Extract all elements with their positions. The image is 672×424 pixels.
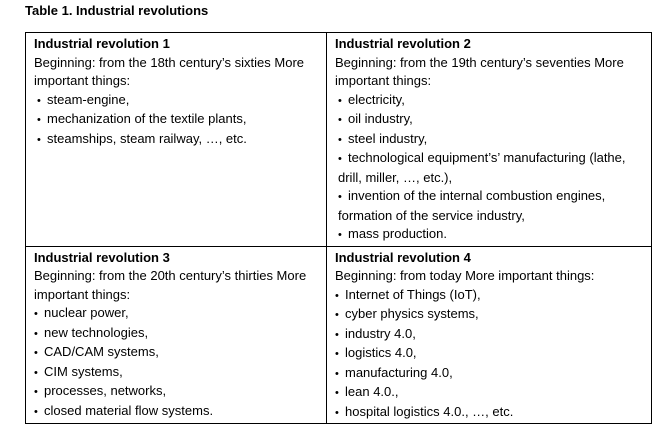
- cell-beginning-text: Beginning: from the 19th century’s seven…: [335, 54, 624, 89]
- bullet-icon: •: [338, 114, 342, 126]
- bullet-icon: •: [335, 387, 339, 399]
- cell-title: Industrial revolution 4: [335, 249, 471, 265]
- bullet-icon: •: [335, 348, 339, 360]
- list-item: • mass production.: [335, 225, 647, 245]
- bullet-icon: •: [34, 347, 38, 359]
- list-item-text: steamships, steam railway, …, etc.: [47, 130, 247, 146]
- table-cell-revolution-4: Industrial revolution 4 Beginning: from …: [326, 245, 652, 424]
- bullet-icon: •: [338, 229, 342, 241]
- list-item-text: oil industry,: [348, 111, 413, 126]
- list-item: • manufacturing 4.0,: [335, 364, 647, 384]
- bullet-icon: •: [335, 289, 339, 302]
- cell-beginning-text: Beginning: from today More important thi…: [335, 268, 595, 283]
- list-item-text: invention of the internal combustion eng…: [338, 188, 606, 223]
- bullet-icon: •: [34, 308, 38, 320]
- bullet-icon: •: [338, 191, 342, 203]
- list-item: • CIM systems,: [34, 363, 322, 383]
- table-row: Industrial revolution 3 Beginning: from …: [25, 245, 652, 424]
- industrial-revolutions-table: Industrial revolution 1 Beginning: from …: [25, 32, 652, 424]
- list-item: • steam-engine,: [34, 91, 322, 111]
- list-item: • steamships, steam railway, …, etc.: [34, 130, 322, 150]
- bullet-icon: •: [34, 386, 38, 398]
- list-item-text: CIM systems,: [44, 363, 123, 379]
- list-item-text: steam-engine,: [47, 91, 130, 107]
- list-item: • electricity,: [335, 91, 647, 111]
- bullet-icon: •: [338, 153, 342, 165]
- cell-title: Industrial revolution 2: [335, 36, 471, 51]
- bullet-icon: •: [37, 114, 41, 126]
- list-item: • closed material flow systems.: [34, 402, 322, 422]
- bullet-icon: •: [37, 133, 41, 146]
- cell-title: Industrial revolution 3: [34, 249, 170, 265]
- bullet-icon: •: [34, 366, 38, 379]
- list-item: • invention of the internal combustion en…: [335, 187, 647, 225]
- list-item-text: Internet of Things (IoT),: [345, 286, 481, 302]
- list-item: • processes, networks,: [34, 382, 322, 402]
- important-things-list: • electricity, • oil industry, • steel indu…: [335, 91, 647, 245]
- list-item-text: mechanization of the textile plants,: [47, 111, 247, 126]
- important-things-list: • nuclear power, • new technologies, • CAD/…: [34, 304, 322, 421]
- list-item-text: cyber physics systems,: [345, 306, 479, 321]
- list-item: • Internet of Things (IoT),: [335, 286, 647, 306]
- list-item: • steel industry,: [335, 130, 647, 150]
- list-item-text: electricity,: [348, 91, 405, 107]
- bullet-icon: •: [335, 309, 339, 321]
- cell-beginning-text: Beginning: from the 18th century’s sixti…: [34, 54, 305, 89]
- list-item-text: nuclear power,: [44, 305, 129, 320]
- list-item: • cyber physics systems,: [335, 305, 647, 325]
- bullet-icon: •: [335, 406, 339, 419]
- cell-beginning-text: Beginning: from the 20th century’s thirt…: [34, 268, 307, 302]
- list-item-text: hospital logistics 4.0., …, etc.: [345, 403, 514, 419]
- list-item-text: closed material flow systems.: [44, 402, 214, 418]
- list-item: • technological equipment’s’ manufacturin…: [335, 149, 647, 187]
- table-cell-revolution-2: Industrial revolution 2 Beginning: from …: [326, 32, 652, 247]
- list-item: • new technologies,: [34, 324, 322, 344]
- table-row: Industrial revolution 1 Beginning: from …: [25, 32, 652, 247]
- cell-title: Industrial revolution 1: [34, 36, 170, 51]
- list-item-text: manufacturing 4.0,: [345, 364, 453, 380]
- bullet-icon: •: [37, 94, 41, 107]
- bullet-icon: •: [34, 405, 38, 418]
- list-item: • logistics 4.0,: [335, 344, 647, 364]
- list-item-text: logistics 4.0,: [345, 345, 417, 360]
- list-item: • industry 4.0,: [335, 325, 647, 345]
- list-item-text: industry 4.0,: [345, 325, 416, 341]
- list-item-text: lean 4.0.,: [345, 384, 399, 399]
- list-item-text: processes, networks,: [44, 383, 167, 398]
- list-item: • hospital logistics 4.0., …, etc.: [335, 403, 647, 423]
- table-cell-revolution-3: Industrial revolution 3 Beginning: from …: [25, 245, 327, 424]
- list-item-text: steel industry,: [348, 130, 428, 146]
- important-things-list: • Internet of Things (IoT), • cyber physic…: [335, 286, 647, 423]
- list-item: • oil industry,: [335, 110, 647, 130]
- bullet-icon: •: [34, 327, 38, 340]
- list-item-text: mass production.: [348, 226, 447, 241]
- bullet-icon: •: [335, 367, 339, 380]
- list-item: • mechanization of the textile plants,: [34, 110, 322, 130]
- table-caption: Table 1. Industrial revolutions: [25, 3, 209, 18]
- bullet-icon: •: [338, 133, 342, 146]
- list-item-text: new technologies,: [44, 324, 149, 340]
- bullet-icon: •: [335, 328, 339, 341]
- list-item-text: CAD/CAM systems,: [44, 344, 159, 359]
- important-things-list: • steam-engine, • mechanization of the tex…: [34, 91, 322, 150]
- bullet-icon: •: [338, 94, 342, 107]
- table-cell-revolution-1: Industrial revolution 1 Beginning: from …: [25, 32, 327, 247]
- list-item: • CAD/CAM systems,: [34, 343, 322, 363]
- list-item: • lean 4.0.,: [335, 383, 647, 403]
- list-item-text: technological equipment’s’ manufacturing…: [338, 150, 626, 185]
- list-item: • nuclear power,: [34, 304, 322, 324]
